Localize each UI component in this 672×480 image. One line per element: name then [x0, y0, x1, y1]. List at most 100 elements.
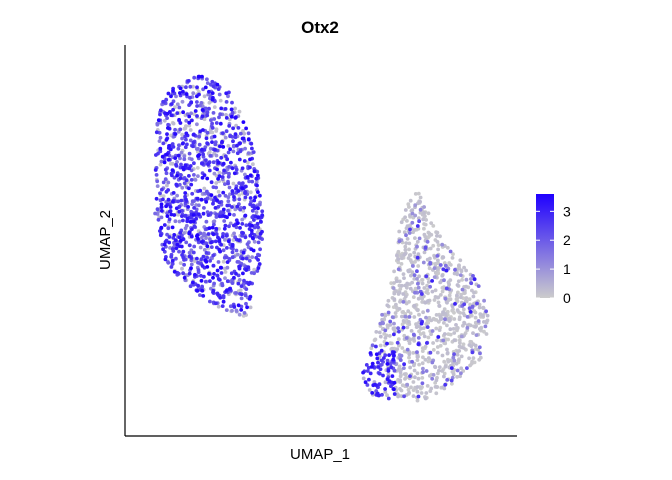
data-point — [153, 168, 158, 172]
data-point — [411, 336, 416, 341]
data-point — [428, 284, 432, 289]
data-point — [435, 295, 440, 300]
data-point — [427, 266, 432, 271]
data-point — [159, 159, 164, 164]
data-point — [413, 260, 417, 264]
data-point — [402, 394, 406, 399]
data-point — [205, 141, 210, 146]
data-point — [187, 186, 191, 191]
data-point — [455, 326, 460, 331]
data-point — [464, 268, 468, 273]
data-point — [432, 298, 437, 302]
data-point — [442, 371, 447, 376]
data-point — [230, 100, 234, 105]
data-point — [213, 206, 218, 210]
data-point — [180, 214, 184, 219]
data-point — [226, 144, 231, 148]
data-point — [244, 268, 249, 272]
data-point — [169, 265, 174, 269]
data-point — [426, 211, 431, 216]
data-point — [208, 299, 212, 304]
data-point — [417, 312, 421, 317]
data-point — [232, 171, 237, 176]
data-point — [178, 238, 183, 243]
data-point — [162, 242, 167, 247]
data-point — [167, 240, 172, 245]
data-point — [422, 286, 427, 290]
data-point — [204, 219, 209, 224]
data-point — [370, 391, 375, 395]
data-point — [230, 308, 234, 313]
data-point — [205, 244, 210, 249]
data-point — [180, 136, 185, 141]
data-point — [170, 262, 175, 266]
data-point — [390, 346, 395, 351]
data-point — [415, 239, 420, 244]
data-point — [172, 269, 177, 274]
data-point — [176, 146, 181, 151]
data-point — [368, 371, 373, 376]
data-point — [237, 312, 242, 317]
data-point — [248, 305, 253, 310]
data-point — [214, 212, 219, 217]
data-point — [192, 224, 197, 229]
data-point — [401, 272, 406, 276]
data-point — [165, 214, 170, 219]
data-point — [230, 281, 235, 285]
data-point — [184, 137, 188, 142]
data-point — [219, 106, 224, 111]
data-point — [430, 360, 435, 365]
data-point — [426, 356, 431, 360]
data-point — [169, 102, 174, 106]
data-point — [442, 386, 447, 391]
data-point — [170, 225, 175, 230]
data-point — [464, 284, 469, 289]
data-point — [429, 386, 434, 391]
data-point — [398, 287, 403, 291]
data-point — [380, 392, 384, 397]
data-point — [428, 261, 433, 266]
data-point — [201, 254, 206, 259]
data-point — [402, 366, 406, 370]
legend-tick-label: 1 — [563, 261, 571, 277]
data-point — [425, 308, 430, 313]
data-point — [429, 221, 434, 226]
data-point — [218, 112, 223, 117]
data-point — [181, 271, 186, 276]
data-point — [195, 114, 199, 118]
data-point — [238, 226, 242, 230]
data-point — [389, 281, 394, 285]
data-point — [367, 388, 372, 392]
data-point — [238, 131, 243, 136]
data-point — [158, 135, 163, 140]
data-point — [434, 313, 439, 317]
data-point — [170, 142, 175, 146]
data-point — [386, 396, 391, 401]
data-point — [481, 313, 485, 318]
data-point — [386, 310, 391, 315]
data-point — [223, 135, 228, 140]
data-point — [212, 281, 217, 286]
data-point — [189, 262, 194, 267]
data-point — [185, 142, 189, 147]
data-point — [367, 377, 371, 382]
data-point — [212, 105, 217, 109]
data-point — [416, 264, 421, 268]
data-point — [235, 143, 239, 148]
data-point — [215, 198, 219, 203]
data-point — [394, 279, 399, 284]
data-point — [428, 350, 433, 355]
data-point — [217, 214, 222, 219]
data-point — [172, 233, 177, 237]
data-point — [435, 234, 439, 238]
data-point — [390, 374, 395, 378]
data-point — [400, 283, 404, 288]
x-axis-title: UMAP_1 — [290, 446, 350, 463]
data-point — [431, 341, 435, 345]
data-point — [207, 106, 211, 111]
data-point — [220, 304, 225, 308]
data-point — [433, 317, 437, 322]
data-point — [435, 254, 440, 258]
data-point — [164, 97, 169, 102]
data-point — [451, 327, 456, 331]
